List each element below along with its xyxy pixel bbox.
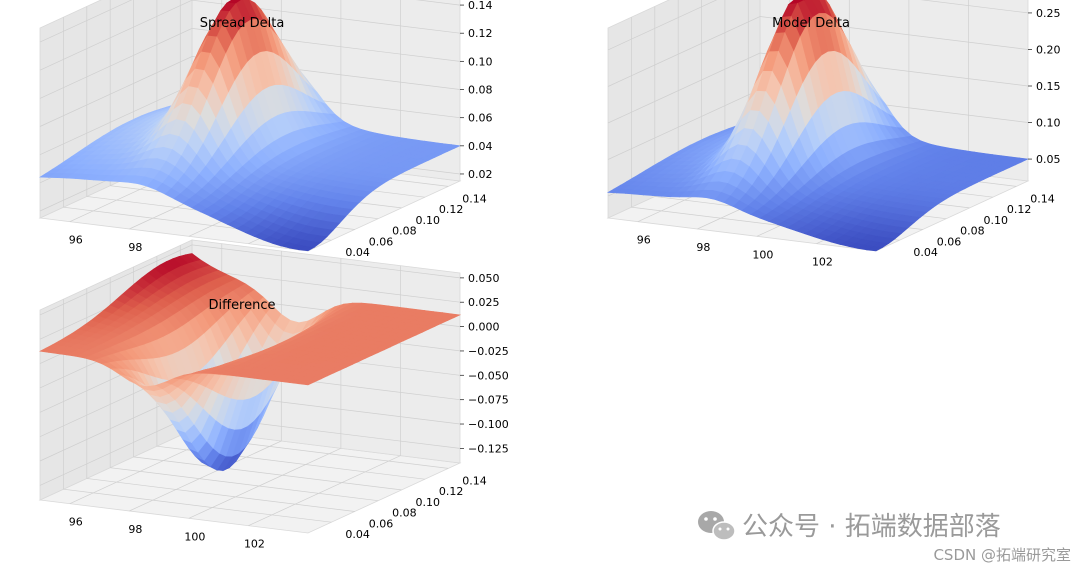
wechat-icon [698,511,736,541]
z-tick-label: 0.025 [468,296,500,309]
y-tick-label: 0.12 [1007,203,1032,216]
z-tick-label: 0.000 [468,321,500,334]
x-tick-label: 100 [184,530,205,543]
y-tick-label: 0.14 [462,192,487,205]
x-tick-label: 98 [128,523,142,536]
z-tick-label: 0.04 [468,140,493,153]
y-tick-label: 0.12 [439,203,464,216]
watermark-sub-text: CSDN @拓端研究室 [933,546,1071,564]
grid-line-z [39,28,461,99]
surface [38,0,462,252]
grid-line-z [607,52,1029,124]
x-tick-label: 96 [69,234,83,247]
z-tick-label: 0.02 [468,168,493,181]
y-tick-label: 0.10 [984,214,1009,227]
z-tick-label: 0.10 [468,55,493,68]
y-tick-label: 0.06 [937,235,962,248]
z-tick-label: 0.050 [468,272,500,285]
z-tick-label: 0.10 [1036,117,1061,130]
y-tick-label: 0.14 [462,474,487,487]
grid-line-z [607,16,1029,87]
y-tick-label: 0.12 [439,485,464,498]
z-tick-label: 0.06 [468,112,493,125]
y-tick-label: 0.14 [1030,192,1055,205]
subplot-spread-delta: 96981001020.040.060.080.100.120.140.020.… [38,0,493,269]
tick-labels: 96981001020.040.060.080.100.120.140.020.… [69,0,493,269]
z-tick-label: −0.100 [468,418,509,431]
tick-labels: 96 98 100 102 0.040.060.080.100.120.14 0.050 0… [69,272,509,551]
grid-line-z [39,56,461,127]
surface [606,0,1030,252]
z-tick-label: 0.12 [468,27,493,40]
z-tick-label: −0.075 [468,394,509,407]
y-tick-label: 0.08 [960,225,985,238]
subplot-model-delta: 96981001020.040.060.080.100.120.140.050.… [606,0,1061,269]
watermark: 公众号 · 拓端数据部落 CSDN @拓端研究室 [698,511,1071,564]
z-tick-label: 0.25 [1036,7,1061,20]
grid-line-y [63,299,332,523]
watermark-main-text: 公众号 · 拓端数据部落 [742,512,1001,542]
x-tick-label: 96 [69,516,83,529]
x-tick-label: 102 [244,538,265,551]
y-tick-label: 0.04 [345,528,370,541]
x-tick-label: 100 [752,248,773,261]
y-tick-label: 0.04 [913,246,938,259]
x-tick-label: 96 [637,234,651,247]
chart-title: Spread Delta [200,16,285,31]
y-tick-label: 0.08 [392,225,417,238]
chart-title: Model Delta [772,16,850,31]
y-tick-label: 0.10 [416,496,441,509]
z-tick-label: −0.050 [468,369,509,382]
grid-line-z [39,244,461,316]
y-tick-label: 0.04 [345,246,370,259]
z-tick-label: 0.15 [1036,80,1061,93]
z-tick-label: 0.20 [1036,43,1061,56]
surface [39,253,462,472]
y-tick-label: 0.10 [416,214,441,227]
z-tick-label: −0.125 [468,442,509,455]
x-tick-label: 98 [128,241,142,254]
grid-line-z [607,0,1029,51]
z-tick-label: 0.08 [468,84,493,97]
surface-facet [866,246,884,252]
z-tick-label: 0.14 [468,0,493,12]
x-tick-label: 102 [812,256,833,269]
tick-labels: 96981001020.040.060.080.100.120.140.050.… [637,7,1061,269]
subplot-difference: 96981001020.040.060.080.100.120.140.0500… [38,239,509,551]
surface-facet [298,245,316,252]
surface-facet [298,380,316,386]
grid-line-z [39,0,461,43]
y-tick-label: 0.08 [392,507,417,520]
z-tick-label: 0.05 [1036,153,1061,166]
chart-title: Difference [208,298,275,313]
z-tick-label: −0.025 [468,345,509,358]
x-tick-label: 98 [696,241,710,254]
grid-line-z [39,0,461,71]
y-tick-label: 0.06 [369,235,394,248]
y-tick-label: 0.06 [369,517,394,530]
